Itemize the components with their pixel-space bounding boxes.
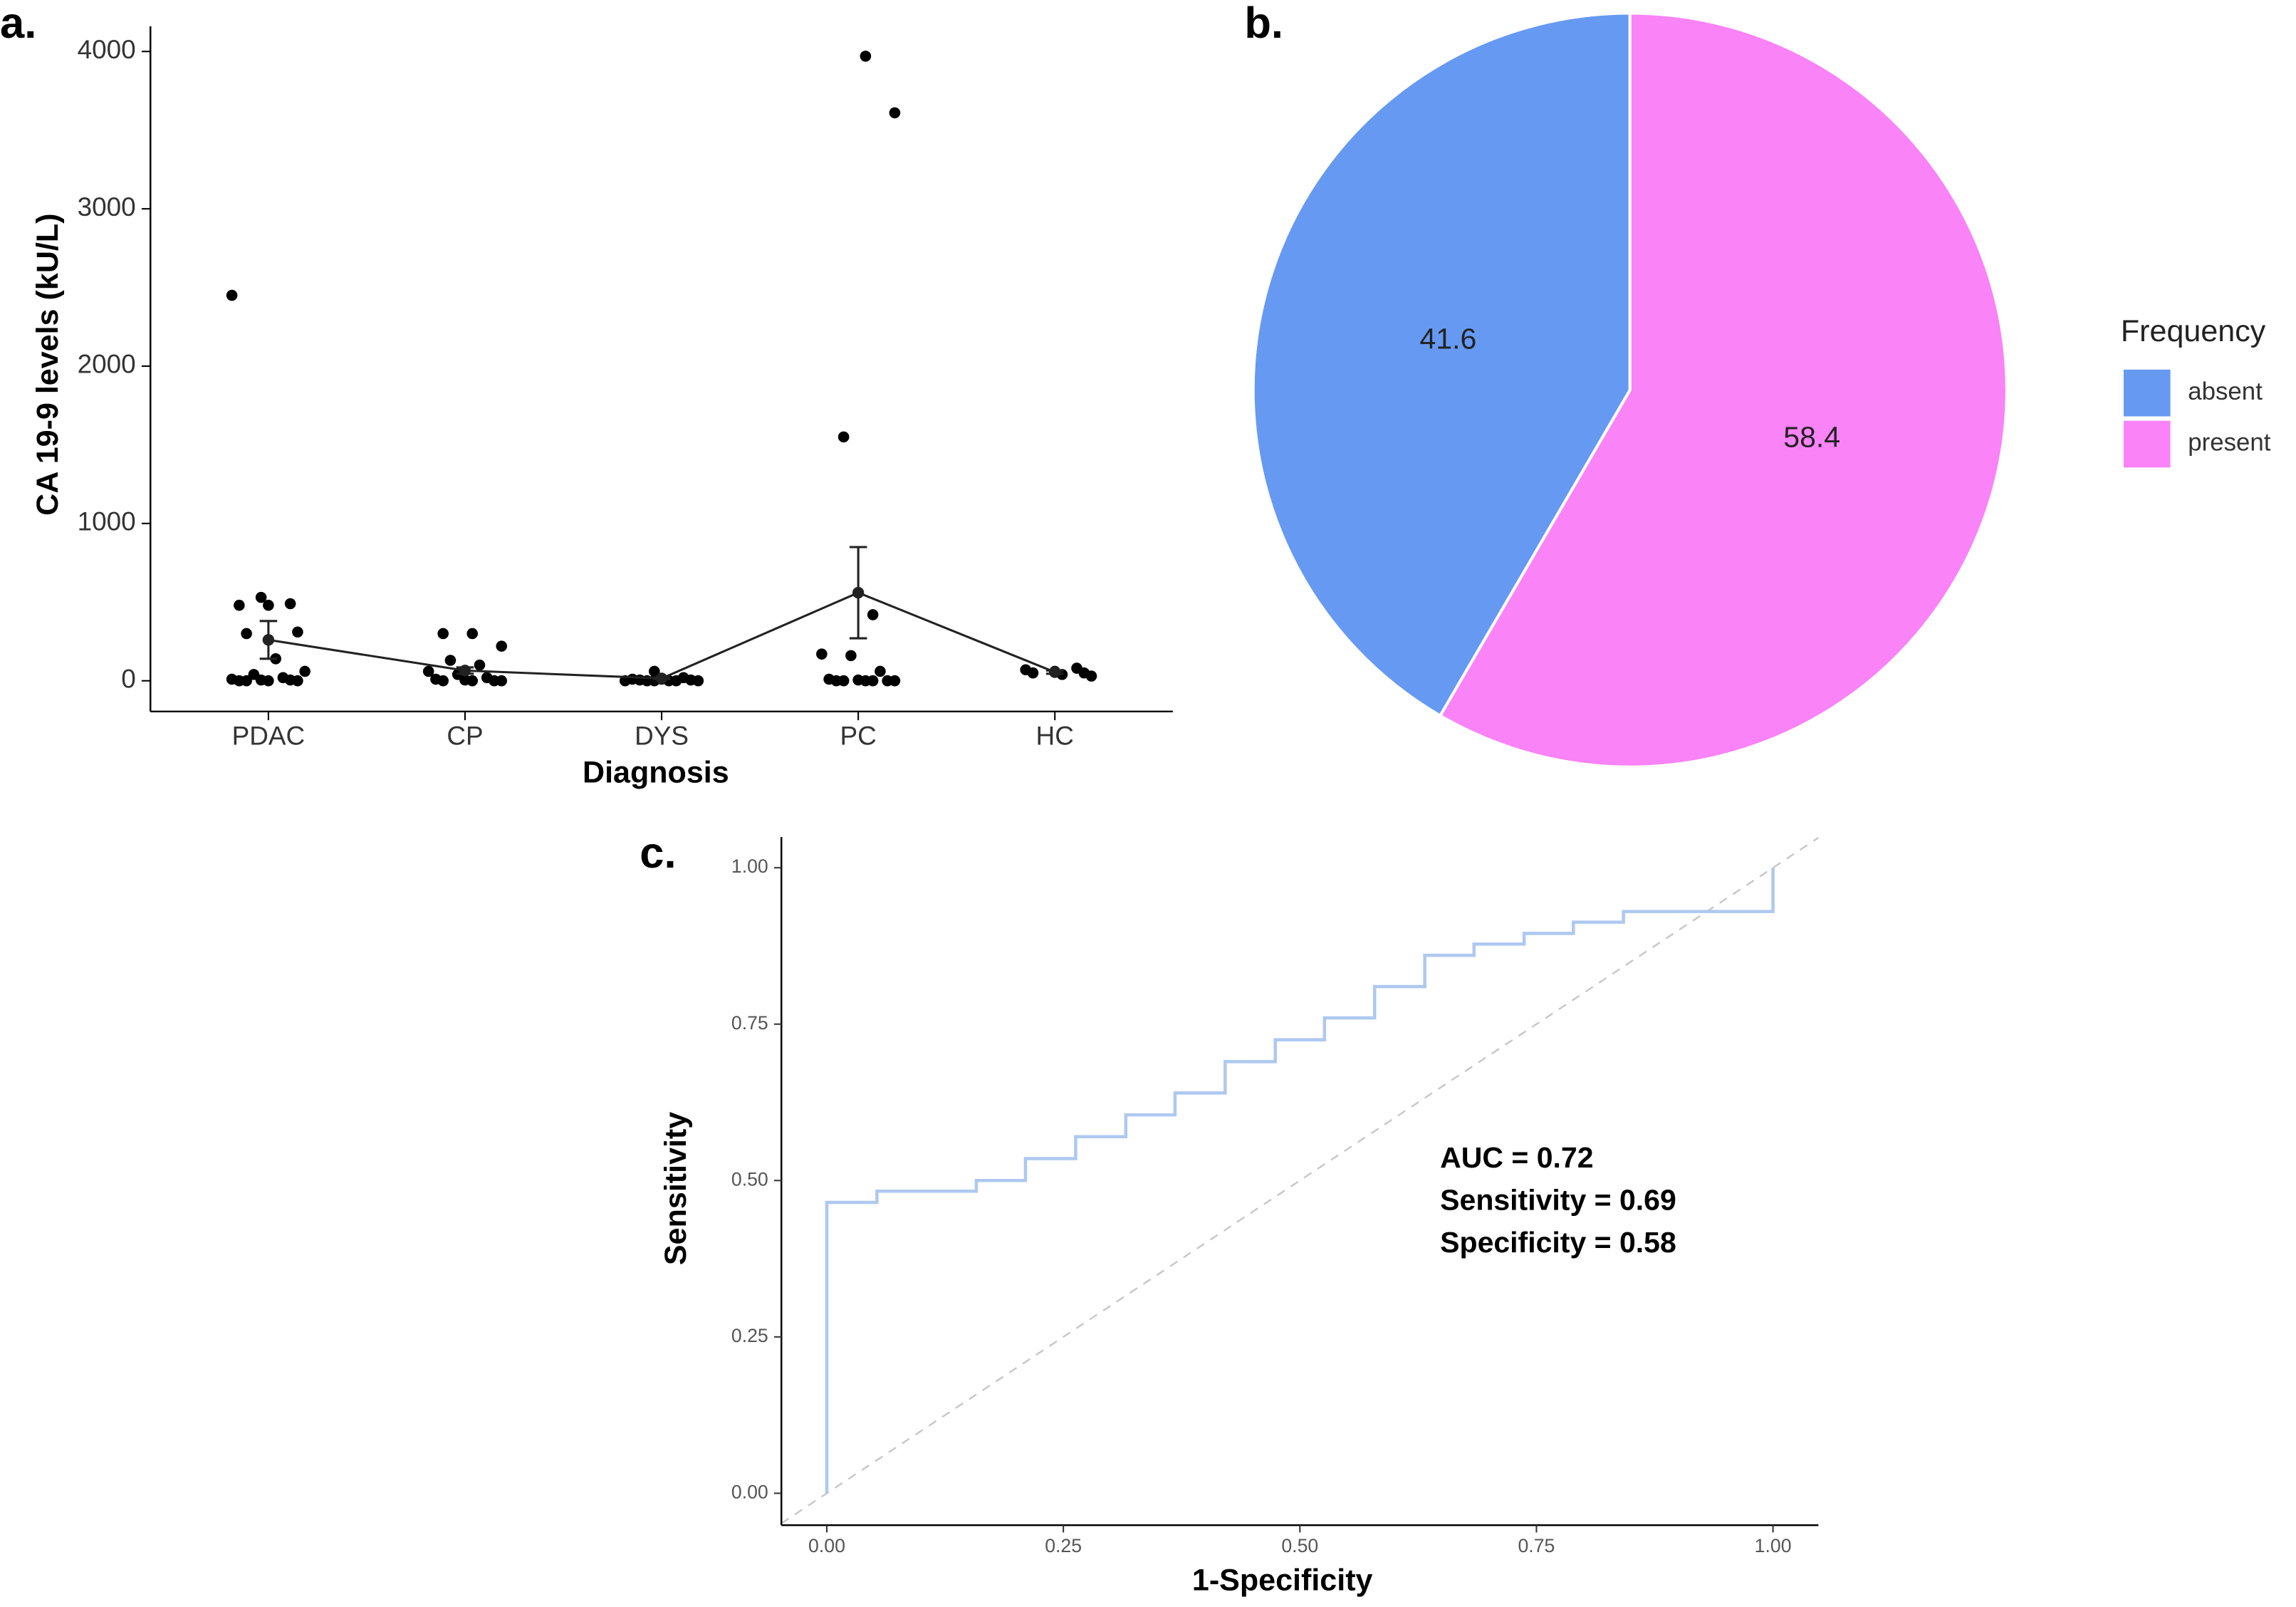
data-point — [837, 675, 850, 687]
data-point — [875, 665, 886, 677]
data-point — [437, 628, 449, 640]
pie-slice — [1438, 11, 2008, 769]
data-point — [496, 640, 508, 652]
data-point — [263, 599, 274, 611]
data-point — [867, 609, 879, 620]
data-point — [292, 626, 303, 638]
data-point — [867, 675, 879, 687]
mean-point — [852, 586, 865, 599]
y-tick-label: 0 — [121, 664, 136, 693]
x-axis-title: 1-Specificity — [1192, 1563, 1373, 1597]
data-point — [649, 665, 660, 677]
annotation: Sensitivity = 0.69 — [1440, 1184, 1676, 1217]
y-tick-label: 2000 — [78, 350, 136, 379]
legend-label: absent — [2188, 378, 2263, 405]
x-tick-label: 0.00 — [808, 1535, 845, 1556]
x-tick-label: PC — [840, 721, 876, 750]
mean-point — [1049, 666, 1061, 678]
x-tick-label: 0.75 — [1518, 1535, 1555, 1556]
data-point — [837, 431, 850, 443]
data-point — [860, 51, 872, 62]
pie-slice — [1251, 11, 1632, 718]
data-point — [444, 655, 456, 666]
data-point — [255, 591, 267, 603]
legend-label: present — [2188, 429, 2271, 457]
legend-title: Frequency — [2121, 314, 2266, 348]
data-point — [1085, 670, 1097, 682]
data-point — [263, 675, 274, 687]
slice-label: 41.6 — [1419, 322, 1476, 355]
mean-point — [655, 672, 668, 685]
x-axis-title: Diagnosis — [583, 755, 729, 789]
slice-label: 58.4 — [1783, 420, 1840, 453]
data-point — [466, 628, 479, 640]
legend-swatch — [2123, 369, 2171, 417]
panel-label: b. — [1244, 0, 1283, 48]
y-tick-label: 4000 — [78, 35, 136, 64]
data-point — [234, 599, 245, 611]
y-tick-label: 0.75 — [731, 1012, 768, 1034]
y-tick-label: 1000 — [78, 507, 136, 536]
panel-label: a. — [0, 0, 36, 48]
x-tick-label: PDAC — [232, 721, 306, 750]
data-point — [889, 107, 901, 119]
x-tick-label: CP — [447, 721, 483, 750]
mean-point — [459, 665, 471, 677]
y-tick-label: 1.00 — [731, 855, 768, 877]
y-tick-label: 0.25 — [731, 1325, 768, 1346]
roc-curve — [825, 868, 1775, 1494]
y-tick-label: 0.00 — [731, 1481, 768, 1502]
data-point — [692, 675, 704, 687]
data-point — [226, 289, 238, 301]
x-tick-label: 0.50 — [1281, 1535, 1318, 1556]
data-point — [241, 628, 252, 640]
data-point — [466, 675, 479, 687]
x-tick-label: HC — [1036, 721, 1074, 750]
legend-swatch — [2123, 420, 2171, 468]
data-point — [284, 598, 296, 610]
data-point — [845, 650, 857, 662]
annotation: Specificity = 0.58 — [1440, 1226, 1676, 1259]
annotation: AUC = 0.72 — [1440, 1141, 1593, 1174]
y-tick-label: 3000 — [78, 192, 136, 222]
x-tick-label: 1.00 — [1755, 1535, 1792, 1556]
data-point — [816, 648, 828, 660]
mean-point — [262, 634, 275, 646]
data-point — [292, 675, 303, 687]
x-tick-label: DYS — [635, 721, 689, 750]
y-tick-label: 0.50 — [731, 1168, 768, 1190]
data-point — [670, 675, 682, 687]
data-point — [241, 675, 252, 687]
data-point — [299, 665, 311, 677]
diagonal-reference — [781, 837, 1820, 1524]
data-point — [422, 665, 434, 677]
y-axis-title: CA 19-9 levels (kU/L) — [31, 214, 65, 516]
data-point — [437, 675, 449, 687]
data-point — [889, 675, 901, 687]
data-point — [474, 659, 486, 671]
data-point — [1027, 667, 1039, 679]
x-tick-label: 0.25 — [1045, 1535, 1082, 1556]
panel-label: c. — [640, 828, 676, 878]
mean-line — [268, 591, 1055, 680]
data-point — [496, 675, 508, 687]
y-axis-title: Sensitivity — [659, 1112, 693, 1265]
